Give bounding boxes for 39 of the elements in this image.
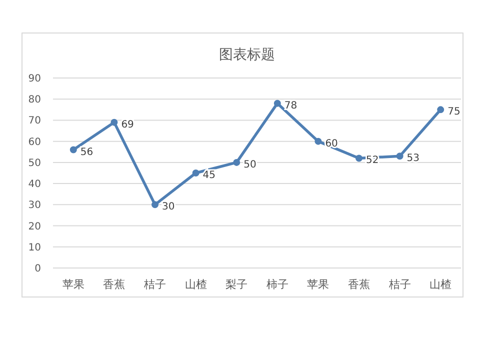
y-tick-label: 40 bbox=[28, 179, 41, 190]
point bbox=[314, 138, 322, 145]
x-tick-label: 香蕉 bbox=[348, 278, 370, 291]
point bbox=[356, 154, 362, 162]
data-label: 56 bbox=[80, 146, 94, 158]
data-label: 50 bbox=[244, 159, 256, 170]
point bbox=[192, 170, 200, 176]
chart-title: 图表标题 bbox=[219, 47, 275, 63]
y-tick-label: 20 bbox=[28, 221, 41, 232]
x-tick-label: 苹果 bbox=[62, 278, 84, 291]
point bbox=[396, 152, 404, 160]
y-tick-label: 70 bbox=[28, 116, 41, 127]
y-tick-label: 0 bbox=[34, 264, 41, 274]
data-label: 69 bbox=[121, 119, 134, 130]
point bbox=[274, 100, 281, 107]
x-tick-label: 香蕉 bbox=[103, 278, 126, 291]
data-label: 45 bbox=[202, 170, 216, 181]
data-label: 75 bbox=[448, 106, 460, 118]
data-label: 53 bbox=[406, 153, 420, 164]
x-tick-label: 柿子 bbox=[266, 278, 288, 291]
x-tick-label: 苹果 bbox=[307, 278, 330, 291]
point bbox=[233, 158, 240, 166]
x-tick-label: 桔子 bbox=[388, 278, 411, 291]
y-tick-label: 80 bbox=[28, 94, 41, 106]
y-tick-label: 50 bbox=[28, 158, 41, 169]
point bbox=[110, 118, 118, 126]
y-tick-label: 30 bbox=[28, 200, 41, 212]
data-label: 78 bbox=[284, 100, 298, 112]
y-tick-label: 10 bbox=[28, 242, 41, 254]
point bbox=[437, 106, 444, 114]
x-tick-label: 山楂 bbox=[184, 278, 207, 291]
x-tick-label: 山楂 bbox=[430, 278, 452, 291]
point bbox=[70, 146, 77, 154]
x-tick-label: 梨子 bbox=[226, 278, 248, 291]
x-tick-label: 桔子 bbox=[143, 278, 166, 291]
y-tick-label: 60 bbox=[28, 136, 41, 148]
point bbox=[152, 201, 158, 208]
y-tick-label: 90 bbox=[28, 74, 41, 84]
data-label: 30 bbox=[162, 202, 175, 213]
